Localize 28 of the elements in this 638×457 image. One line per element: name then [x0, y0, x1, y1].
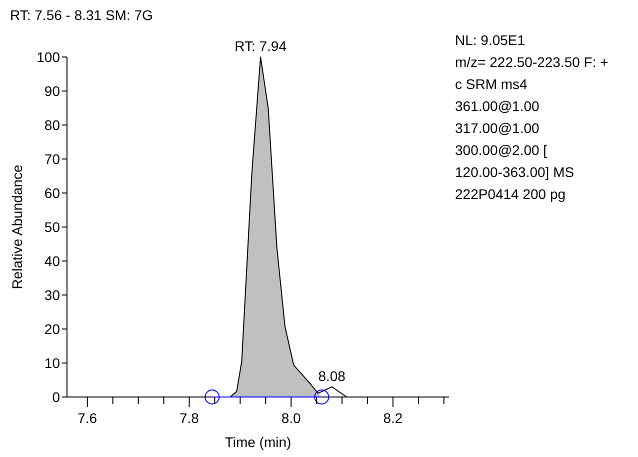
text: 361.00@1.00 [455, 98, 540, 114]
text: 222P0414 200 pg [455, 186, 566, 202]
annotation: 8.08 [318, 368, 346, 384]
text: c SRM ms4 [455, 76, 528, 92]
x-tick-label: 8.2 [383, 410, 403, 426]
x-tick-label: 8.0 [281, 410, 302, 426]
x-tick-label: 7.8 [180, 410, 200, 426]
y-tick-label: 60 [44, 184, 60, 201]
text: m/z= 222.50-223.50 F: + [455, 54, 608, 70]
y-tick-label: 10 [44, 354, 60, 371]
y-axis-title: Relative Abundance [9, 164, 25, 290]
y-tick-label: 30 [44, 286, 60, 303]
annotation: RT: 7.94 [234, 38, 287, 54]
y-tick-label: 80 [44, 116, 60, 133]
y-tick-label: 0 [52, 388, 60, 405]
text: NL: 9.05E1 [455, 32, 526, 48]
y-tick-label: 50 [44, 218, 60, 235]
x-tick-label: 7.6 [78, 410, 98, 426]
y-tick-label: 20 [44, 320, 60, 337]
y-tick-label: 100 [36, 48, 60, 65]
text: 317.00@1.00 [455, 120, 540, 136]
text: 120.00-363.00] MS [455, 164, 574, 180]
y-tick-label: 40 [44, 252, 60, 269]
x-axis-title: Time (min) [224, 434, 292, 450]
text: 300.00@2.00 [ [455, 142, 548, 158]
chart-title: RT: 7.56 - 8.31 SM: 7G [10, 7, 153, 23]
y-tick-label: 70 [44, 150, 60, 167]
y-tick-label: 90 [44, 82, 60, 99]
